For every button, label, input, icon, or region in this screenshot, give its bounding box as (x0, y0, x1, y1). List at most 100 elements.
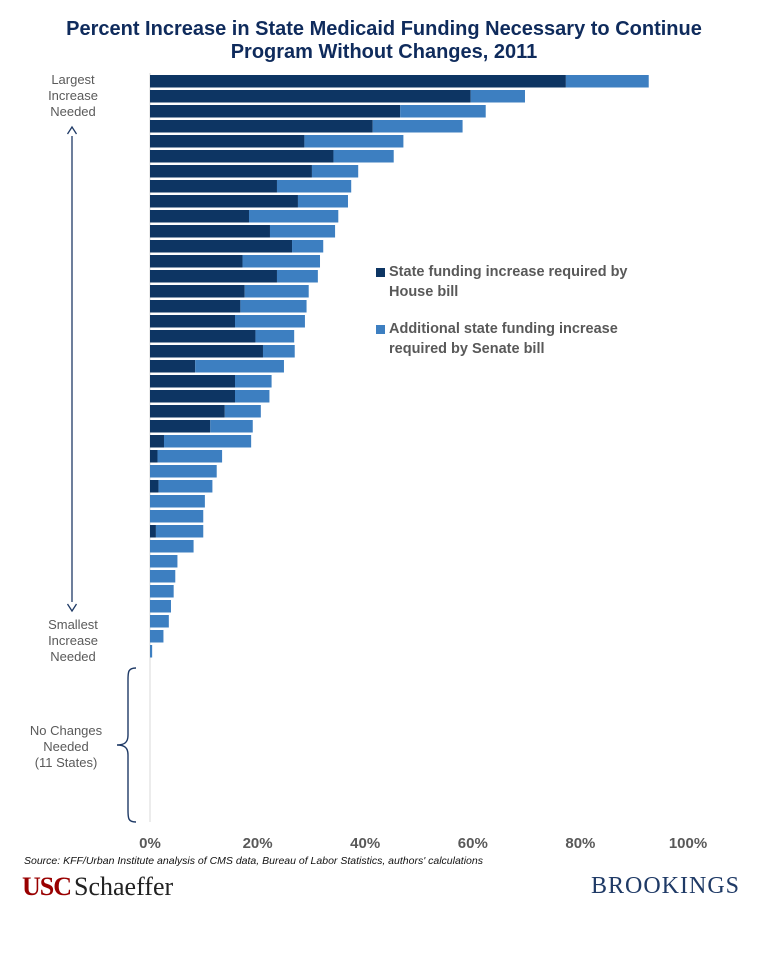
legend-swatch-senate (376, 325, 385, 334)
usc-schaeffer-logo: USC Schaeffer (22, 872, 173, 902)
bar-senate-8 (276, 180, 352, 193)
bar-house-18 (150, 330, 256, 343)
no-changes-brace (116, 667, 137, 823)
bar-senate-30 (150, 510, 204, 523)
bar-house-7 (150, 165, 312, 178)
bar-house-11 (150, 225, 270, 238)
schaeffer-logo-text: Schaeffer (74, 872, 174, 901)
bar-senate-24 (210, 420, 253, 433)
bar-house-16 (150, 300, 241, 313)
usc-logo-text: USC (22, 872, 72, 901)
x-tick-label: 40% (350, 835, 380, 850)
bar-house-6 (150, 150, 334, 163)
x-tick-label: 60% (458, 835, 488, 850)
bar-senate-1 (565, 75, 649, 88)
legend-house-line-2: House bill (389, 284, 459, 300)
no-changes-line-1: No Changes (29, 723, 103, 738)
smallest-line-3: Needed (50, 649, 96, 664)
bar-senate-23 (224, 405, 261, 418)
bar-house-15 (150, 285, 245, 298)
no-changes-line-3: (11 States) (34, 755, 98, 770)
bar-house-19 (150, 345, 263, 358)
bar-senate-19 (262, 345, 295, 358)
largest-line-1: Largest (51, 72, 95, 87)
x-tick-label: 20% (243, 835, 273, 850)
bar-house-14 (150, 270, 277, 283)
chart-title-line-2: Program Without Changes, 2011 (230, 41, 538, 63)
bar-senate-13 (242, 255, 321, 268)
bar-senate-25 (163, 435, 252, 448)
bar-house-28 (150, 480, 159, 493)
smallest-line-2: Increase (48, 633, 98, 648)
bar-senate-6 (333, 150, 394, 163)
bar-house-23 (150, 405, 225, 418)
bar-senate-4 (372, 120, 463, 133)
bar-senate-9 (297, 195, 348, 208)
largest-line-2: Increase (48, 88, 98, 103)
bar-chart: 0% 20% 40% 60% 80% 100% (66, 73, 707, 850)
bar-senate-5 (304, 135, 404, 148)
bar-senate-21 (235, 375, 272, 388)
legend-swatch-house (376, 268, 385, 277)
bar-senate-26 (157, 450, 223, 463)
bar-senate-36 (150, 600, 171, 613)
x-axis-ticks: 0% 20% 40% 60% 80% 100% (139, 835, 707, 850)
bar-house-20 (150, 360, 196, 373)
legend-house-line-1: State funding increase required by (389, 264, 628, 280)
bar-house-4 (150, 120, 373, 133)
source-note: Source: KFF/Urban Institute analysis of … (24, 855, 483, 867)
bar-senate-38 (150, 630, 164, 643)
no-changes-label: No Changes Needed (11 States) (18, 723, 114, 771)
smallest-increase-label: Smallest Increase Needed (26, 617, 120, 665)
bar-senate-2 (470, 90, 525, 103)
bar-senate-10 (248, 210, 339, 223)
bar-senate-18 (255, 330, 295, 343)
bar-senate-35 (150, 585, 174, 598)
smallest-line-1: Smallest (48, 617, 98, 632)
bar-senate-3 (400, 105, 486, 118)
bar-house-2 (150, 90, 471, 103)
bar-house-1 (150, 75, 566, 88)
range-arrow (66, 125, 78, 613)
no-changes-line-2: Needed (43, 739, 89, 754)
bar-senate-27 (150, 465, 217, 478)
bar-senate-32 (150, 540, 194, 553)
x-tick-label: 0% (139, 835, 161, 850)
bars-group (149, 73, 649, 822)
x-tick-label: 80% (565, 835, 595, 850)
bar-house-24 (150, 420, 211, 433)
bar-senate-16 (240, 300, 307, 313)
bar-house-21 (150, 375, 236, 388)
bar-house-17 (150, 315, 236, 328)
largest-increase-label: Largest Increase Needed (36, 72, 110, 120)
bar-senate-11 (269, 225, 336, 238)
bar-senate-22 (235, 390, 270, 403)
bar-senate-39 (150, 645, 153, 658)
bar-house-8 (150, 180, 277, 193)
x-tick-label: 100% (669, 835, 707, 850)
bar-senate-31 (155, 525, 204, 538)
chart-title: Percent Increase in State Medicaid Fundi… (0, 18, 768, 64)
bar-house-5 (150, 135, 305, 148)
bar-senate-28 (158, 480, 213, 493)
bar-senate-17 (235, 315, 305, 328)
bar-house-3 (150, 105, 401, 118)
bar-senate-33 (150, 555, 178, 568)
legend-senate-line-2: required by Senate bill (389, 341, 545, 357)
bar-house-9 (150, 195, 298, 208)
bar-senate-29 (150, 495, 205, 508)
bar-senate-14 (276, 270, 318, 283)
bar-senate-37 (150, 615, 169, 628)
largest-line-3: Needed (50, 104, 96, 119)
bar-house-25 (150, 435, 164, 448)
bar-house-22 (150, 390, 236, 403)
bar-senate-20 (195, 360, 284, 373)
bar-house-31 (150, 525, 156, 538)
chart-title-line-1: Percent Increase in State Medicaid Fundi… (66, 18, 702, 40)
bar-house-26 (150, 450, 158, 463)
bar-house-12 (150, 240, 293, 253)
bar-senate-34 (150, 570, 176, 583)
bar-house-13 (150, 255, 243, 268)
bar-senate-15 (244, 285, 309, 298)
bar-senate-7 (311, 165, 359, 178)
